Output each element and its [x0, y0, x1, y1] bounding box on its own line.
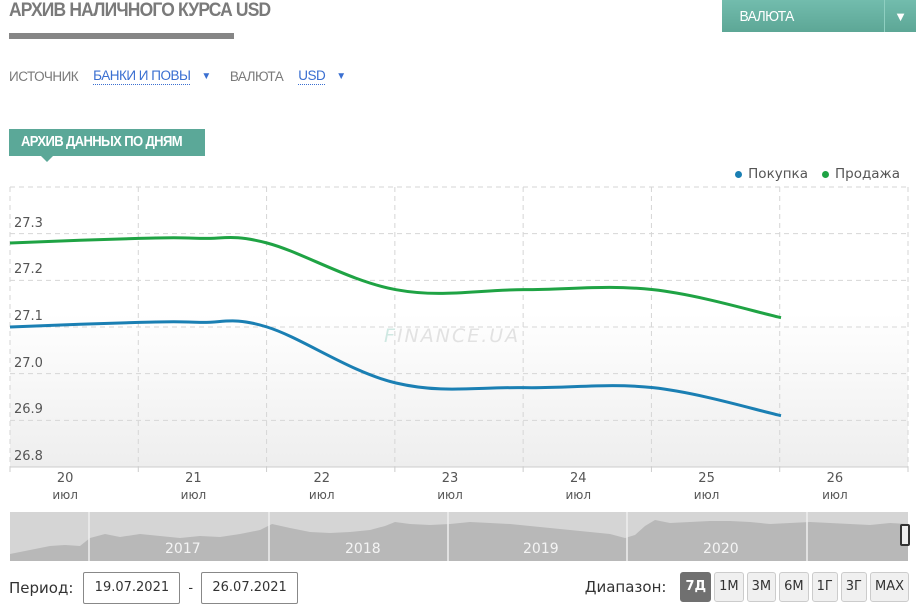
- range-button-1y[interactable]: 1Г: [811, 572, 838, 602]
- page-title: АРХИВ НАЛИЧНОГО КУРСА USD: [9, 0, 271, 21]
- buy-dot-icon: [735, 170, 743, 178]
- currency-dropdown-button[interactable]: ВАЛЮТА ▼: [722, 0, 916, 32]
- y-axis-tick-label: 27.2: [14, 262, 43, 278]
- navigator-year-label: 2017: [165, 541, 201, 557]
- y-axis-tick-label: 27.1: [14, 309, 43, 324]
- range-label: Диапазон:: [584, 578, 667, 596]
- chart-plot-area: [9, 186, 909, 472]
- finance-ua-watermark: FINANCE.UA: [384, 325, 521, 347]
- range-button-3m[interactable]: 3М: [746, 572, 777, 602]
- navigator-year-label: 2018: [345, 541, 381, 557]
- x-axis-tick-label: 23 июл: [437, 471, 463, 502]
- legend-item-sell[interactable]: Продажа: [821, 166, 900, 182]
- y-axis-tick-label: 26.8: [14, 449, 43, 464]
- caret-down-icon: ▼: [894, 8, 907, 24]
- period-to-input[interactable]: 26.07.2021: [201, 572, 299, 604]
- range-button-7d[interactable]: 7Д: [680, 572, 712, 602]
- x-axis-tick-label: 20 июл: [52, 471, 78, 502]
- currency-label: ВАЛЮТА: [229, 69, 284, 84]
- navigator-drag-handle[interactable]: [900, 524, 910, 546]
- y-axis-tick-label: 26.9: [14, 402, 43, 418]
- y-axis-tick-label: 27.0: [14, 355, 43, 371]
- x-axis-tick-label: 26 июл: [822, 471, 848, 502]
- x-axis-tick-label: 25 июл: [693, 471, 720, 502]
- currency-caret-down-icon[interactable]: ▼: [336, 71, 346, 82]
- period-separator: -: [188, 580, 194, 596]
- buy-series-line: [9, 319, 782, 418]
- legend-buy-label: Покупка: [748, 166, 808, 182]
- range-button-6m[interactable]: 6М: [779, 572, 809, 602]
- sell-series-line: [9, 236, 782, 320]
- x-axis-tick-label: 24 июл: [565, 471, 592, 502]
- rate-chart[interactable]: 27.3 27.2 27.1 27.0 26.9 26.8 20 июл 21 июл 22 июл…: [0, 180, 916, 510]
- legend-item-buy[interactable]: Покупка: [735, 166, 808, 182]
- range-button-1m[interactable]: 1М: [714, 572, 744, 602]
- currency-dropdown-label: ВАЛЮТА: [739, 7, 794, 25]
- title-underline: [9, 33, 234, 39]
- sell-dot-icon: [821, 170, 829, 178]
- period-label: Период:: [9, 579, 74, 597]
- navigator-area-chart: [10, 512, 908, 561]
- source-select[interactable]: БАНКИ И ПОВЫ: [93, 68, 191, 85]
- daily-archive-tab[interactable]: АРХИВ ДАННЫХ ПО ДНЯМ: [9, 129, 205, 162]
- source-caret-down-icon[interactable]: ▼: [201, 71, 211, 82]
- source-label: ИСТОЧНИК: [9, 69, 79, 84]
- navigator-year-label: 2020: [703, 541, 739, 557]
- legend-sell-label: Продажа: [834, 166, 900, 182]
- x-axis-tick-label: 22 июл: [308, 471, 335, 502]
- range-navigator[interactable]: 2017 2018 2019 2020: [10, 512, 908, 561]
- range-button-3y[interactable]: 3Г: [840, 572, 867, 602]
- range-button-max[interactable]: MAX: [869, 572, 909, 602]
- x-axis-tick-label: 21 июл: [180, 471, 207, 502]
- period-from-input[interactable]: 19.07.2021: [83, 572, 181, 604]
- divider: [884, 0, 885, 32]
- filters-bar: ИСТОЧНИК БАНКИ И ПОВЫ ▼ ВАЛЮТА USD ▼: [9, 68, 365, 85]
- navigator-year-label: 2019: [523, 541, 559, 557]
- chart-legend: Покупка Продажа: [721, 166, 900, 182]
- period-selector: Период: 19.07.2021 - 26.07.2021: [9, 572, 299, 604]
- daily-archive-tab-label: АРХИВ ДАННЫХ ПО ДНЯМ: [21, 134, 183, 150]
- y-axis-tick-label: 27.3: [14, 215, 43, 231]
- currency-select[interactable]: USD: [298, 68, 326, 85]
- range-selector: Диапазон: 7Д 1М 3М 6М 1Г 3Г MAX: [585, 572, 909, 602]
